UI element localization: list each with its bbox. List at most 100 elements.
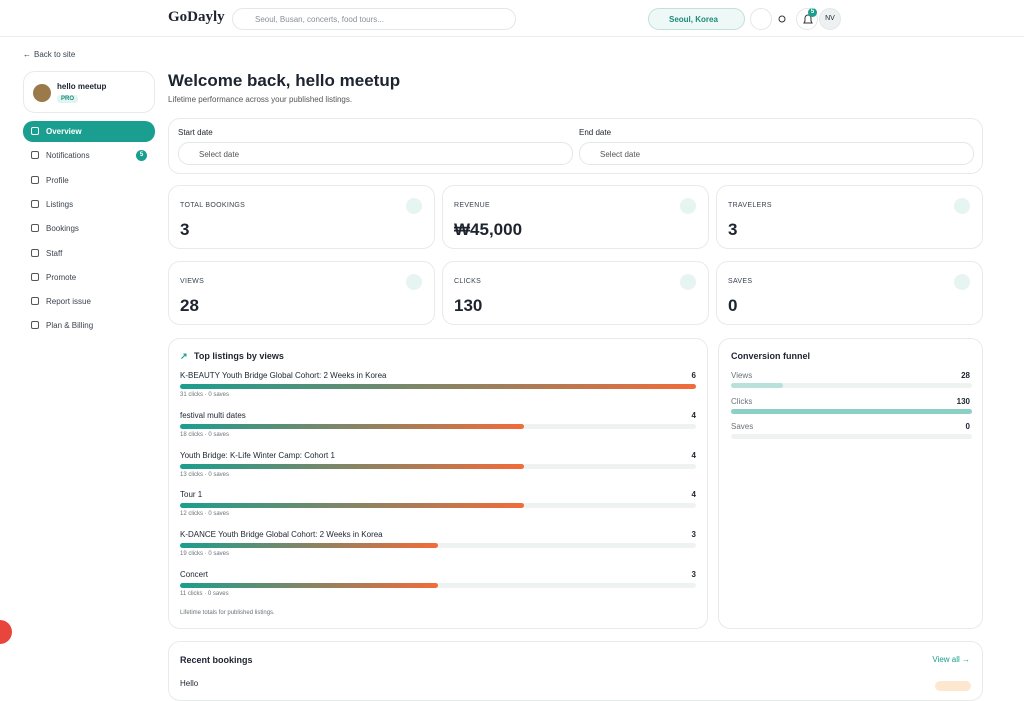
translate-button[interactable] [750,8,772,30]
page-title: Welcome back, hello meetup [168,71,401,90]
recent-bookings-card: Recent bookings View all → Hello [168,641,983,701]
listing-track [180,583,696,588]
funnel-card: Conversion funnel Views 28 Clicks 130 Saves 0 [718,338,983,629]
stat-icon [954,274,970,290]
nav-item[interactable]: Overview [23,121,155,142]
nav-item[interactable]: Notifications 5 [23,145,155,166]
listing-name[interactable]: festival multi dates [180,410,246,420]
nav-icon [31,199,39,208]
listing-name[interactable]: Concert [180,570,209,579]
stat-icon [680,274,696,290]
theme-button[interactable] [771,8,793,30]
listing-name[interactable]: K-DANCE Youth Bridge Global Cohort: 2 We… [180,530,383,540]
nav-item[interactable]: Report issue [23,291,155,312]
nav-icon [31,127,39,135]
listing-name[interactable]: K-BEAUTY Youth Bridge Global Cohort: 2 W… [180,371,387,380]
stat-value: 3 [728,220,738,239]
stat-value: ₩45,000 [454,220,523,239]
notification-count: 5 [808,8,817,17]
stat-icon [406,198,422,214]
stat-card: SAVES 0 [716,261,983,325]
nav-icon [31,297,39,306]
listing-meta: 19 clicks · 0 saves [180,551,230,558]
funnel-value: 28 [961,371,970,380]
stat-icon [406,274,422,290]
date-filter: Start date Select date End date Select d… [168,118,983,174]
funnel-bar [731,383,783,388]
listing-meta: 12 clicks · 0 saves [180,511,230,518]
funnel-label: Clicks [731,396,753,406]
logo[interactable]: GoDayly [168,9,225,25]
funnel-label: Views [731,371,753,380]
listing-track [180,384,696,389]
stat-card: REVENUE ₩45,000 [442,185,709,249]
end-date-select[interactable]: Select date [579,142,974,165]
listing-bar [180,543,438,549]
nav-item[interactable]: Staff [23,243,155,264]
listing-meta: 11 clicks · 0 saves [180,591,229,597]
listing-track [180,423,696,429]
header: GoDayly Seoul, Busan, concerts, food tou… [0,0,1024,37]
footnote: Lifetime totals for published listings. [180,610,275,616]
listing-bar [180,583,438,588]
stat-label: SAVES [728,278,753,285]
user-name: hello meetup [57,82,107,91]
stat-value: 0 [728,296,738,315]
plan-badge: PRO [57,95,79,103]
nav-item[interactable]: Listings [23,194,155,215]
funnel-track [731,383,972,388]
listing-bar [180,423,524,429]
stat-label: REVENUE [454,202,490,209]
avatar[interactable]: NV [819,8,841,30]
funnel-value: 0 [965,422,970,431]
view-all-link[interactable]: View all → [932,655,970,664]
listing-views: 4 [691,490,696,500]
listing-bar [180,503,524,509]
start-date-select[interactable]: Select date [178,142,573,165]
stat-value: 3 [180,220,190,239]
top-listings-title: Top listings by views [194,351,284,361]
listing-meta: 13 clicks · 0 saves [180,471,230,478]
listing-bar [180,384,696,389]
user-card: hello meetup PRO [23,71,155,113]
listing-meta: 18 clicks · 0 saves [180,431,230,438]
funnel-label: Saves [731,422,754,431]
nav-item[interactable]: Bookings [23,218,155,239]
nav-icon [31,248,39,257]
listing-bar [180,463,524,469]
listing-name[interactable]: Tour 1 [180,490,203,500]
stat-value: 130 [454,296,483,315]
nav-item[interactable]: Profile [23,170,155,191]
listing-name[interactable]: Youth Bridge: K-Life Winter Camp: Cohort… [180,450,335,460]
search-input[interactable]: Seoul, Busan, concerts, food tours... [232,8,516,30]
stat-icon [680,198,696,214]
stat-label: CLICKS [454,278,482,285]
user-avatar [33,84,51,102]
page-subtitle: Lifetime performance across your publish… [168,95,353,104]
booking-name[interactable]: Hello [180,679,199,688]
start-label: Start date [178,128,213,137]
listing-track [180,543,696,549]
top-listings-card: ↗ Top listings by views K-BEAUTY Youth B… [168,338,708,629]
nav-badge: 5 [136,150,147,162]
nav-icon [31,321,39,330]
listing-track [180,463,696,469]
floating-button[interactable] [0,620,12,644]
location-picker[interactable]: Seoul, Korea [648,8,745,30]
nav-icon [31,224,39,233]
listing-track [180,503,696,509]
back-link[interactable]: Back to site [34,50,76,59]
listing-views: 3 [691,570,696,579]
nav-icon [31,272,39,281]
nav-item[interactable]: Plan & Billing [23,315,155,336]
funnel-track [731,408,972,414]
nav-item[interactable]: Promote [23,267,155,288]
listing-meta: 31 clicks · 0 saves [180,392,230,398]
nav-icon [31,151,39,160]
funnel-title: Conversion funnel [731,351,811,361]
listing-views: 3 [691,530,696,540]
stat-label: TOTAL BOOKINGS [180,202,246,209]
listing-views: 4 [691,450,696,460]
trend-icon: ↗ [180,351,188,361]
